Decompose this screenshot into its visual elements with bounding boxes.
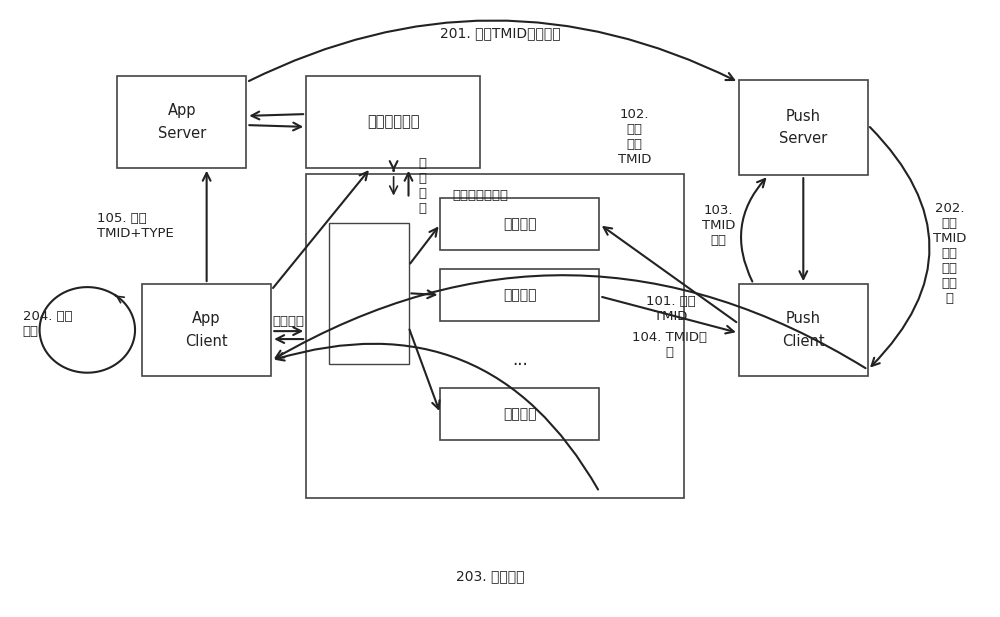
Text: 推送服务集成库: 推送服务集成库 xyxy=(452,189,508,202)
Text: 委托代理: 委托代理 xyxy=(272,315,304,328)
Text: 202.
根据
TMID
找到
手机
并下
发: 202. 根据 TMID 找到 手机 并下 发 xyxy=(933,202,966,305)
Text: 105. 上报
TMID+TYPE: 105. 上报 TMID+TYPE xyxy=(97,212,174,240)
Text: 推
送
指
令: 推 送 指 令 xyxy=(418,157,426,215)
Text: 103.
TMID
应答: 103. TMID 应答 xyxy=(702,204,735,247)
Bar xyxy=(440,199,599,251)
Bar xyxy=(440,388,599,440)
Text: 华为推送: 华为推送 xyxy=(503,407,537,421)
Text: 204. 信息
响应: 204. 信息 响应 xyxy=(23,310,72,337)
Text: 102.
请求
分配
TMID: 102. 请求 分配 TMID xyxy=(618,109,651,167)
Text: 203. 转发信息: 203. 转发信息 xyxy=(456,569,524,583)
Text: 104. TMID响
应: 104. TMID响 应 xyxy=(632,331,707,359)
Text: App
Server: App Server xyxy=(158,104,206,141)
Text: 百度推送: 百度推送 xyxy=(503,217,537,231)
Bar xyxy=(117,76,246,168)
Text: ...: ... xyxy=(512,352,528,370)
Bar xyxy=(329,223,409,363)
Bar xyxy=(306,174,684,498)
Text: Push
Server: Push Server xyxy=(779,109,827,146)
Text: 201. 根据TMID推送信息: 201. 根据TMID推送信息 xyxy=(440,27,560,40)
Bar xyxy=(739,80,868,175)
Bar xyxy=(142,284,271,376)
Text: 101. 请求
TMID: 101. 请求 TMID xyxy=(646,294,696,323)
Bar xyxy=(306,76,480,168)
Text: Push
Client: Push Client xyxy=(782,312,825,349)
Text: 小米推送: 小米推送 xyxy=(503,288,537,302)
Text: App
Client: App Client xyxy=(185,312,228,349)
Text: 端内通信模块: 端内通信模块 xyxy=(367,115,419,130)
Bar xyxy=(440,269,599,321)
Bar xyxy=(739,284,868,376)
